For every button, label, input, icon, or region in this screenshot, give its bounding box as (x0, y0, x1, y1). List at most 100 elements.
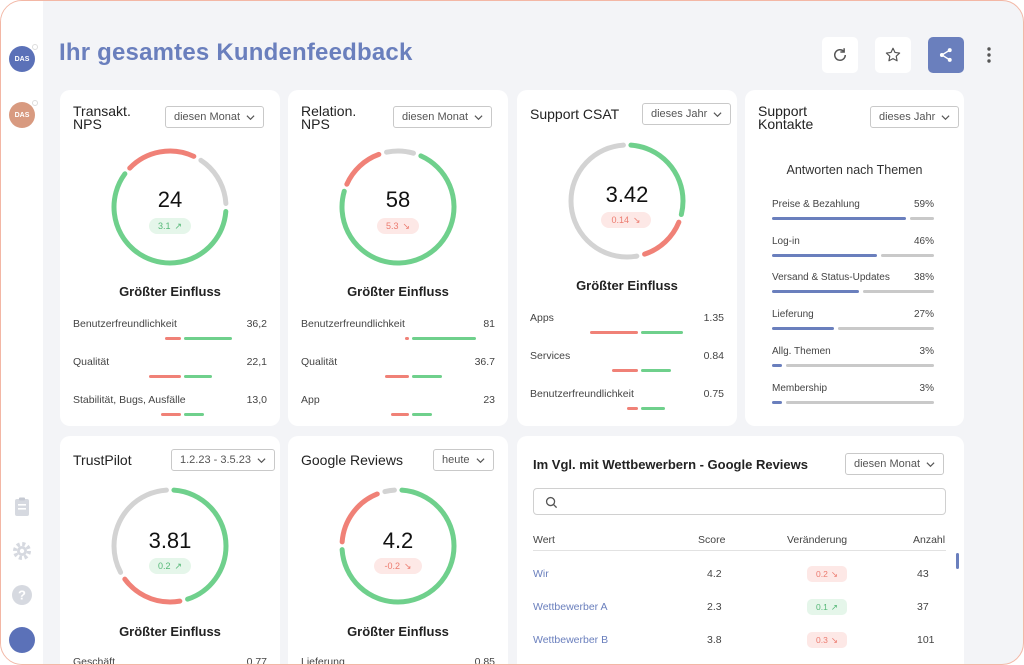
negative-impact-bar (385, 375, 409, 378)
competitor-score: 3.8 (707, 634, 722, 646)
factor-row: Benutzerfreundlichkeit 81 (301, 318, 495, 330)
gear-icon[interactable] (10, 539, 34, 563)
trend-up-icon: ↗ (830, 601, 838, 612)
competitor-name-link[interactable]: Wir (533, 568, 549, 580)
period-dropdown[interactable]: 1.2.23 - 3.5.23 (171, 449, 275, 471)
nps-gauge (339, 148, 457, 266)
factor-row: Stabilität, Bugs, Ausfälle 13,0 (73, 394, 267, 406)
factor-label: Services (530, 350, 571, 362)
positive-impact-bar (641, 407, 665, 410)
search-icon (545, 496, 558, 509)
period-dropdown[interactable]: heute (433, 449, 494, 471)
user-avatar[interactable] (9, 627, 35, 653)
column-header-score[interactable]: Score (698, 534, 726, 546)
avatar-1-label: DAS (14, 55, 30, 63)
column-header-change[interactable]: Veränderung (787, 534, 848, 546)
negative-impact-bar (627, 407, 638, 410)
factor-value: 81 (483, 318, 495, 330)
competitors-card: Im Vgl. mit Wettbewerbern - Google Revie… (517, 436, 964, 664)
topics-title: Antworten nach Themen (786, 163, 923, 177)
card-title: Relation. NPS (301, 103, 357, 132)
page-title: Ihr gesamtes Kundenfeedback (59, 39, 413, 66)
topic-row: Versand & Status-Updates 38% (772, 272, 934, 283)
chevron-down-icon (257, 457, 266, 463)
trend-down-icon: ↘ (830, 634, 838, 645)
negative-impact-bar (161, 413, 181, 416)
competitor-name-link[interactable]: Wettbewerber B (533, 634, 609, 646)
gauge-segment-green (339, 487, 457, 605)
gauge-segment-green (111, 487, 229, 605)
topic-row: Allg. Themen 3% (772, 346, 934, 357)
star-icon (885, 47, 901, 62)
gauge-segment-grey (568, 142, 686, 260)
support-contacts-card: Support Kontakte dieses Jahr Antworten na… (745, 90, 964, 426)
topic-share-bar (772, 363, 782, 367)
negative-impact-bar (165, 337, 181, 340)
change-badge: 0.3 ↘ (807, 632, 847, 648)
search-input[interactable] (533, 488, 946, 515)
factor-label: Benutzerfreundlichkeit (301, 318, 405, 330)
positive-impact-bar (412, 413, 432, 416)
factor-value: 1.35 (703, 312, 724, 324)
scrollbar-thumb[interactable] (956, 553, 959, 569)
factor-label: Qualität (73, 356, 110, 368)
avatar-1[interactable]: DAS (9, 44, 38, 72)
csat-gauge (568, 142, 686, 260)
topic-remainder-bar (837, 327, 934, 331)
trend-down-icon: ↘ (830, 568, 838, 579)
gauge-segment-green (568, 142, 686, 260)
chevron-down-icon (476, 457, 485, 463)
gauge-segment-red (111, 487, 229, 605)
svg-text:?: ? (18, 588, 26, 603)
influence-title: Größter Einfluss (347, 284, 449, 299)
topic-remainder-bar (786, 363, 934, 367)
chevron-down-icon (713, 111, 722, 117)
chevron-down-icon (926, 461, 935, 467)
positive-impact-bar (184, 413, 204, 416)
competitor-count: 37 (917, 601, 929, 613)
topic-value: 3% (919, 345, 934, 357)
trustpilot-gauge (111, 487, 229, 605)
positive-impact-bar (184, 375, 212, 378)
nps-gauge (111, 148, 229, 266)
period-dropdown[interactable]: diesen Monat (165, 106, 265, 128)
factor-value: 0.75 (703, 388, 724, 400)
chevron-down-icon (246, 114, 255, 120)
clipboard-icon[interactable] (10, 495, 34, 519)
trend-down-icon: ↘ (403, 560, 412, 571)
topic-share-bar (772, 217, 907, 220)
factor-row: Apps 1.35 (530, 312, 724, 324)
column-header-wert[interactable]: Wert (533, 534, 555, 546)
competitor-count: 43 (917, 568, 929, 580)
help-icon[interactable]: ? (10, 583, 34, 607)
positive-impact-bar (641, 331, 683, 334)
score-value: 3.42 (605, 182, 649, 207)
share-button[interactable] (928, 37, 964, 73)
column-header-count[interactable]: Anzahl (913, 534, 946, 546)
factor-row: Lieferung 0.85 (301, 656, 495, 665)
main: Ihr gesamtes Kundenfeedback Transakt. NPS… (43, 1, 1023, 665)
more-menu-icon[interactable] (983, 45, 995, 65)
favorite-button[interactable] (875, 37, 911, 73)
gauge-segment-grey (111, 487, 229, 605)
notification-dot (32, 100, 38, 106)
chevron-down-icon (474, 114, 483, 120)
share-icon (939, 48, 952, 62)
negative-impact-bar (405, 337, 409, 340)
card-title: Support Kontakte (758, 103, 814, 132)
period-dropdown[interactable]: dieses Jahr (870, 106, 960, 128)
topic-share-bar (772, 253, 877, 257)
refresh-button[interactable] (822, 37, 858, 73)
period-dropdown[interactable]: diesen Monat (845, 453, 945, 475)
avatar-2[interactable]: DAS (9, 100, 38, 128)
competitor-name-link[interactable]: Wettbewerber A (533, 601, 608, 613)
topic-label: Membership (772, 382, 828, 394)
period-dropdown[interactable]: diesen Monat (393, 106, 493, 128)
trend-up-icon: ↗ (174, 560, 183, 571)
topic-share-bar (772, 290, 859, 294)
period-dropdown[interactable]: dieses Jahr (642, 103, 732, 125)
score-value: 3.81 (148, 528, 192, 553)
factor-label: Stabilität, Bugs, Ausfälle (73, 394, 186, 406)
factor-value: 13,0 (246, 394, 267, 406)
google-reviews-card: Google Reviews heute 4.2 -0.2 ↘ Größter E… (288, 436, 508, 665)
